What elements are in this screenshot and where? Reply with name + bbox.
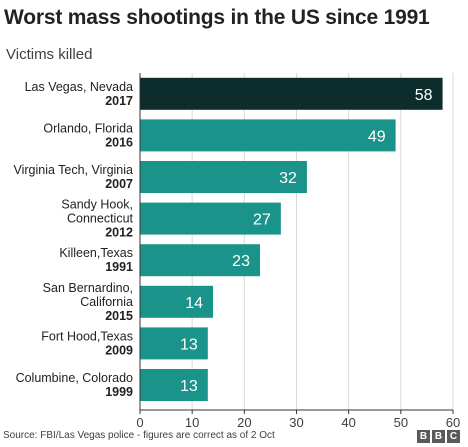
category-year-label: 2007 (105, 177, 133, 191)
category-label: Fort Hood,Texas (41, 329, 133, 343)
category-year-label: 2009 (105, 343, 133, 357)
bar (140, 369, 208, 401)
logo-letter: B (417, 430, 430, 443)
bar (140, 244, 260, 277)
category-label: Killeen,Texas (59, 246, 133, 260)
category-label: Virginia Tech, Virginia (13, 163, 133, 177)
bar-value-label: 23 (232, 253, 250, 270)
x-tick-label: 50 (394, 415, 408, 430)
category-label: Columbine, Colorado (16, 371, 133, 385)
logo-letter: B (432, 430, 445, 443)
bar-value-label: 14 (185, 295, 203, 312)
bbc-logo: B B C (417, 430, 460, 443)
bar-value-label: 58 (415, 87, 433, 104)
bar-value-label: 13 (180, 378, 198, 395)
category-year-label: 2012 (105, 226, 133, 240)
category-year-label: 2017 (105, 94, 133, 108)
category-label: California (80, 295, 133, 309)
x-tick-label: 0 (136, 415, 143, 430)
logo-letter: C (447, 430, 460, 443)
category-label: Orlando, Florida (43, 121, 133, 135)
bar (140, 285, 214, 318)
bar-value-label: 32 (279, 170, 297, 187)
x-tick-label: 60 (446, 415, 460, 430)
x-tick-label: 40 (341, 415, 355, 430)
category-year-label: 2015 (105, 309, 133, 323)
source-note: Source: FBI/Las Vegas police - figures a… (3, 430, 275, 441)
x-tick-label: 10 (185, 415, 199, 430)
x-tick-label: 20 (237, 415, 251, 430)
category-year-label: 1999 (105, 385, 133, 399)
bar (140, 327, 208, 360)
bar-value-label: 27 (253, 212, 271, 229)
bar (140, 202, 281, 235)
category-label: San Bernardino, (43, 281, 133, 295)
chart-title: Worst mass shootings in the US since 199… (4, 6, 430, 29)
category-label: Las Vegas, Nevada (25, 80, 133, 94)
bar-value-label: 13 (180, 336, 198, 353)
category-year-label: 1991 (105, 260, 133, 274)
category-label: Sandy Hook, (61, 198, 133, 212)
bar (140, 77, 443, 110)
category-label: Connecticut (67, 212, 134, 226)
bar (140, 161, 307, 193)
category-year-label: 2016 (105, 135, 133, 149)
bar-value-label: 49 (368, 128, 386, 145)
chart-subtitle: Victims killed (6, 46, 93, 63)
bar (140, 119, 396, 152)
x-tick-label: 30 (289, 415, 303, 430)
